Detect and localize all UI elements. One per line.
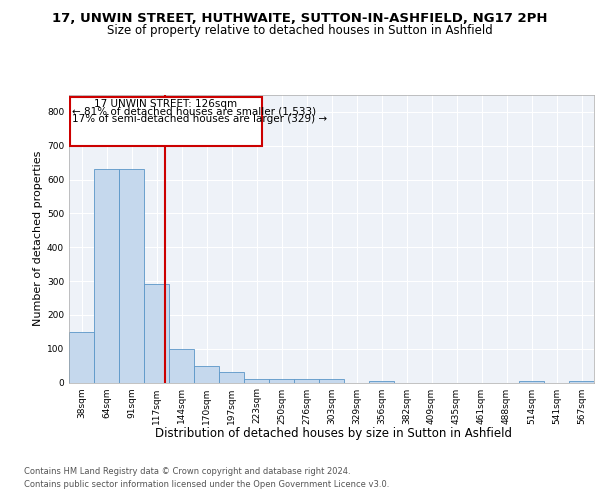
Bar <box>569 381 594 382</box>
Bar <box>94 170 119 382</box>
Bar <box>169 348 194 382</box>
Text: 17% of semi-detached houses are larger (329) →: 17% of semi-detached houses are larger (… <box>72 114 327 124</box>
Bar <box>269 379 294 382</box>
Bar <box>319 379 344 382</box>
Text: Distribution of detached houses by size in Sutton in Ashfield: Distribution of detached houses by size … <box>155 428 512 440</box>
Bar <box>519 381 544 382</box>
Bar <box>194 366 219 382</box>
Text: 17, UNWIN STREET, HUTHWAITE, SUTTON-IN-ASHFIELD, NG17 2PH: 17, UNWIN STREET, HUTHWAITE, SUTTON-IN-A… <box>52 12 548 26</box>
Bar <box>244 379 269 382</box>
Text: Contains public sector information licensed under the Open Government Licence v3: Contains public sector information licen… <box>24 480 389 489</box>
Text: 17 UNWIN STREET: 126sqm: 17 UNWIN STREET: 126sqm <box>94 100 237 110</box>
Y-axis label: Number of detached properties: Number of detached properties <box>33 151 43 326</box>
Bar <box>144 284 169 382</box>
Bar <box>219 372 244 382</box>
Text: ← 81% of detached houses are smaller (1,533): ← 81% of detached houses are smaller (1,… <box>72 107 316 117</box>
Bar <box>369 381 394 382</box>
Bar <box>119 170 144 382</box>
FancyBboxPatch shape <box>70 96 262 146</box>
Text: Contains HM Land Registry data © Crown copyright and database right 2024.: Contains HM Land Registry data © Crown c… <box>24 468 350 476</box>
Bar <box>69 332 94 382</box>
Bar <box>294 379 319 382</box>
Text: Size of property relative to detached houses in Sutton in Ashfield: Size of property relative to detached ho… <box>107 24 493 37</box>
